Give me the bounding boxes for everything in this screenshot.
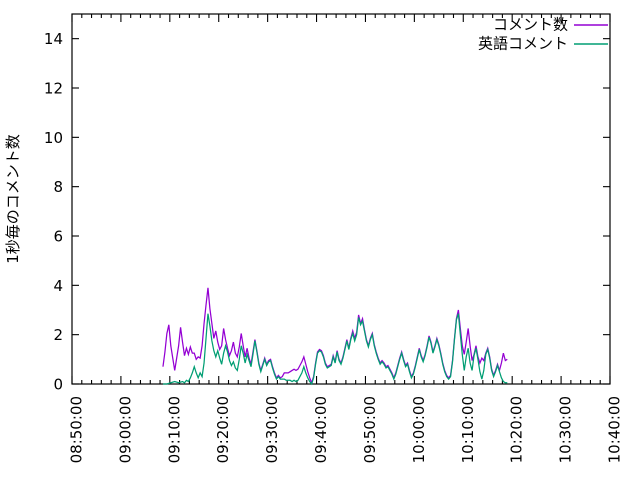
data-series-group [162,287,508,386]
y-tick-label: 2 [53,326,63,344]
series-line-1 [162,287,508,385]
x-tick-label: 09:20:00 [214,396,232,463]
x-tick-label: 10:30:00 [557,396,575,463]
legend-label-2: 英語コメント [478,35,568,53]
x-tick-label: 09:50:00 [361,396,379,463]
legend-label-1: コメント数 [493,16,568,34]
x-tick-label: 08:50:00 [68,396,86,463]
y-tick-label: 6 [53,228,63,246]
x-tick-label: 10:00:00 [410,396,428,463]
y-axis-title: 1秒毎のコメント数 [4,134,22,264]
x-tick-label: 09:40:00 [312,396,330,463]
y-tick-label: 14 [44,30,63,48]
y-tick-label: 12 [44,80,63,98]
plot-frame [71,13,611,385]
y-tick-label: 8 [53,178,63,196]
x-tick-label: 10:10:00 [459,396,477,463]
x-tick-label: 09:30:00 [263,396,281,463]
series-line-2 [162,313,508,386]
x-tick-label: 10:20:00 [508,396,526,463]
x-tick-label: 09:00:00 [116,396,134,463]
y-tick-label: 10 [44,129,63,147]
y-axis-tick-labels: 0 2 4 6 8 10 12 14 [44,30,63,393]
y-tick-label: 0 [53,376,63,394]
y-tick-label: 4 [53,277,63,295]
x-axis-tick-labels: 08:50:00 09:00:00 09:10:00 09:20:00 09:30:00… [68,396,624,463]
x-tick-label: 09:10:00 [165,396,183,463]
axis-ticks [71,14,611,385]
x-tick-label: 10:40:00 [606,396,624,463]
